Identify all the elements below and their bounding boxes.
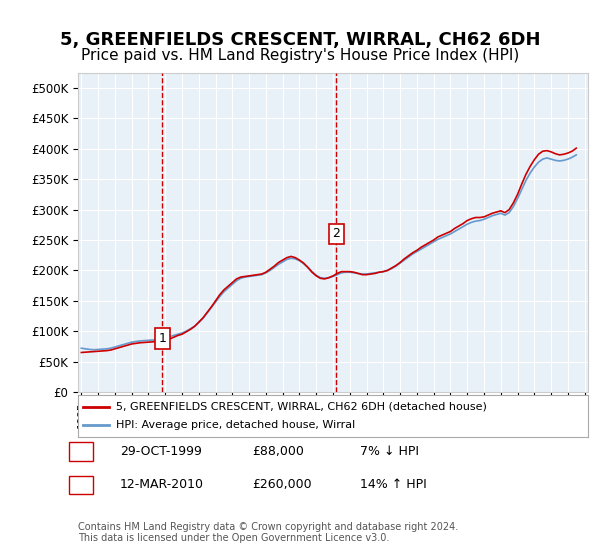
Text: 12-MAR-2010: 12-MAR-2010 <box>120 478 204 492</box>
Text: 29-OCT-1999: 29-OCT-1999 <box>120 445 202 458</box>
Text: 1: 1 <box>77 445 85 458</box>
Text: Contains HM Land Registry data © Crown copyright and database right 2024.
This d: Contains HM Land Registry data © Crown c… <box>78 521 458 543</box>
Text: 2: 2 <box>332 227 340 240</box>
Text: Price paid vs. HM Land Registry's House Price Index (HPI): Price paid vs. HM Land Registry's House … <box>81 48 519 63</box>
Text: £88,000: £88,000 <box>252 445 304 458</box>
Text: 5, GREENFIELDS CRESCENT, WIRRAL, CH62 6DH (detached house): 5, GREENFIELDS CRESCENT, WIRRAL, CH62 6D… <box>116 402 487 412</box>
Text: 2: 2 <box>77 478 85 492</box>
Text: 5, GREENFIELDS CRESCENT, WIRRAL, CH62 6DH: 5, GREENFIELDS CRESCENT, WIRRAL, CH62 6D… <box>60 31 540 49</box>
Text: HPI: Average price, detached house, Wirral: HPI: Average price, detached house, Wirr… <box>116 420 355 430</box>
Text: £260,000: £260,000 <box>252 478 311 492</box>
Text: 7% ↓ HPI: 7% ↓ HPI <box>360 445 419 458</box>
Text: 1: 1 <box>158 332 166 345</box>
Text: 14% ↑ HPI: 14% ↑ HPI <box>360 478 427 492</box>
